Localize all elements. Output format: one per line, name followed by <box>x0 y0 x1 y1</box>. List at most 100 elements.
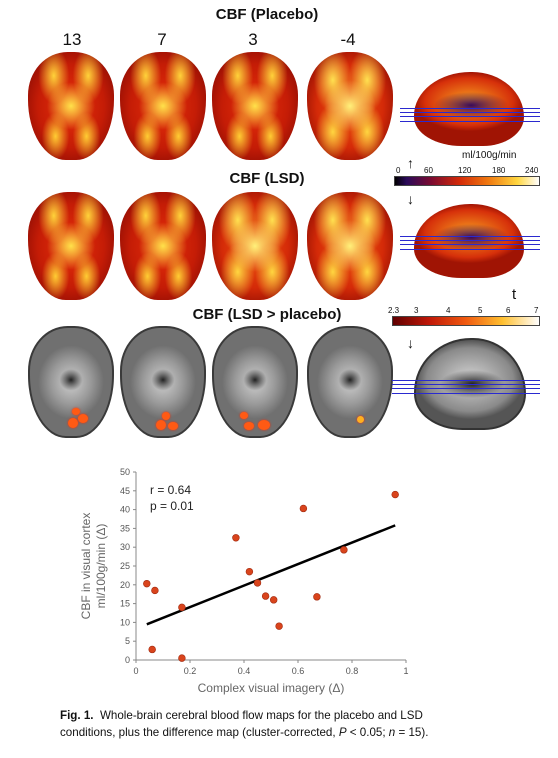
activation-cluster <box>240 412 248 419</box>
y-tick-label: 45 <box>120 486 130 496</box>
y-tick-label: 5 <box>125 636 130 646</box>
x-tick-label: 0 <box>133 666 138 676</box>
t-tick-4: 4 <box>446 306 451 315</box>
y-tick-label: 40 <box>120 505 130 515</box>
x-tick-label: 0.2 <box>184 666 197 676</box>
y-tick-label: 25 <box>120 561 130 571</box>
placebo-axial-slice-1 <box>28 52 114 160</box>
y-tick-label: 10 <box>120 617 130 627</box>
diff-axial-slice-3 <box>212 326 298 438</box>
x-tick-label: 0.6 <box>292 666 305 676</box>
data-point <box>391 490 399 499</box>
trend-line <box>146 524 396 626</box>
slice-line <box>400 249 540 250</box>
y-tick-label: 30 <box>120 542 130 552</box>
data-point <box>253 579 262 587</box>
slice-line <box>400 108 540 109</box>
t-tick-3: 3 <box>414 306 419 315</box>
t-stat-label: t <box>512 286 517 303</box>
activation-cluster <box>258 420 270 430</box>
slice-number-1: 13 <box>62 30 82 49</box>
lsd-axial-slice-1 <box>28 192 114 300</box>
data-point <box>245 567 254 576</box>
stat-annotation: r = 0.64 <box>150 483 191 497</box>
slice-number-3: 3 <box>248 30 258 49</box>
y-tick-label: 15 <box>120 599 130 609</box>
scatter-plot: 0 5 10 15 20 25 30 35 40 45 50 0 0.2 0.4 0.6 0.8 1 Comple… <box>70 462 430 702</box>
slice-number-4: -4 <box>340 30 356 49</box>
placebo-axial-slice-4 <box>307 52 393 160</box>
cbf-tick-180: 180 <box>492 166 506 175</box>
slice-line <box>400 244 540 245</box>
caption-label: Fig. 1. <box>60 709 94 722</box>
y-tick-label: 0 <box>125 655 130 665</box>
y-axis-label: CBF in visual cortexml/100g/min (Δ) <box>79 513 108 620</box>
caption-n-symbol: n <box>388 726 396 739</box>
placebo-panel-title: CBF (Placebo) <box>215 6 319 23</box>
data-point <box>143 579 151 588</box>
y-tick-label: 35 <box>120 523 130 533</box>
slice-line <box>392 380 540 381</box>
activation-cluster <box>72 408 80 415</box>
t-tick-7: 7 <box>534 306 539 315</box>
placebo-axial-slice-3 <box>212 52 298 160</box>
cbf-tick-0: 0 <box>396 166 401 175</box>
slice-line <box>400 236 540 237</box>
figure-caption: Fig. 1. Whole-brain cerebral blood flow … <box>60 707 530 741</box>
data-point <box>261 592 270 600</box>
cbf-tick-240: 240 <box>525 166 539 175</box>
cbf-colorbar <box>394 176 540 186</box>
x-tick-label: 1 <box>403 666 408 676</box>
lsd-axial-slice-4 <box>307 192 393 300</box>
placebo-sagittal-slice <box>414 72 524 146</box>
x-tick-label: 0.8 <box>346 666 359 676</box>
caption-line-2b: < 0.05; <box>346 726 389 739</box>
cbf-tick-60: 60 <box>424 166 433 175</box>
t-tick-2-3: 2.3 <box>388 306 400 315</box>
data-point <box>151 586 159 595</box>
slice-line <box>392 384 540 385</box>
data-point <box>340 546 348 554</box>
activation-cluster <box>244 422 254 430</box>
cbf-unit-label: ml/100g/min <box>462 150 517 161</box>
slice-line <box>400 121 540 122</box>
data-point <box>313 593 321 601</box>
stat-annotation: p = 0.01 <box>150 499 194 513</box>
slice-line <box>400 112 540 113</box>
data-point <box>178 654 186 662</box>
scatter-svg: 0 5 10 15 20 25 30 35 40 45 50 0 0.2 0.4 0.6 0.8 1 Comple… <box>79 467 409 695</box>
caption-line-2a: conditions, plus the difference map (clu… <box>60 726 339 739</box>
x-axis-label: Complex visual imagery (Δ) <box>198 681 345 695</box>
cbf-tick-120: 120 <box>458 166 472 175</box>
activation-cluster <box>156 420 166 430</box>
activation-cluster <box>162 412 170 420</box>
slice-number-2: 7 <box>157 30 167 49</box>
activation-cluster <box>68 418 78 428</box>
x-tick-label: 0.4 <box>238 666 251 676</box>
arrow-up-icon: ↑ <box>407 155 414 171</box>
slice-line <box>392 388 540 389</box>
slice-line <box>400 116 540 117</box>
data-point <box>232 534 240 542</box>
placebo-axial-slice-2 <box>120 52 206 160</box>
arrow-down-icon: ↓ <box>407 335 414 351</box>
caption-line-1: Whole-brain cerebral blood flow maps for… <box>99 709 423 722</box>
activation-cluster <box>357 416 364 423</box>
lsd-axial-slice-2 <box>120 192 206 300</box>
slice-line <box>400 240 540 241</box>
t-tick-6: 6 <box>506 306 511 315</box>
diff-axial-slice-2 <box>120 326 206 438</box>
data-point <box>275 622 283 630</box>
t-tick-5: 5 <box>478 306 483 315</box>
data-point <box>270 596 278 604</box>
lsd-panel-title: CBF (LSD) <box>229 170 305 187</box>
lsd-sagittal-slice <box>414 204 524 278</box>
difference-panel-title: CBF (LSD > placebo) <box>192 306 342 323</box>
lsd-axial-slice-3 <box>212 192 298 300</box>
activation-cluster <box>168 422 178 430</box>
caption-line-2c: = 15). <box>395 726 429 739</box>
y-tick-label: 50 <box>120 467 130 477</box>
slice-line <box>392 393 540 394</box>
caption-p-symbol: P <box>338 726 347 739</box>
data-point <box>148 645 156 654</box>
